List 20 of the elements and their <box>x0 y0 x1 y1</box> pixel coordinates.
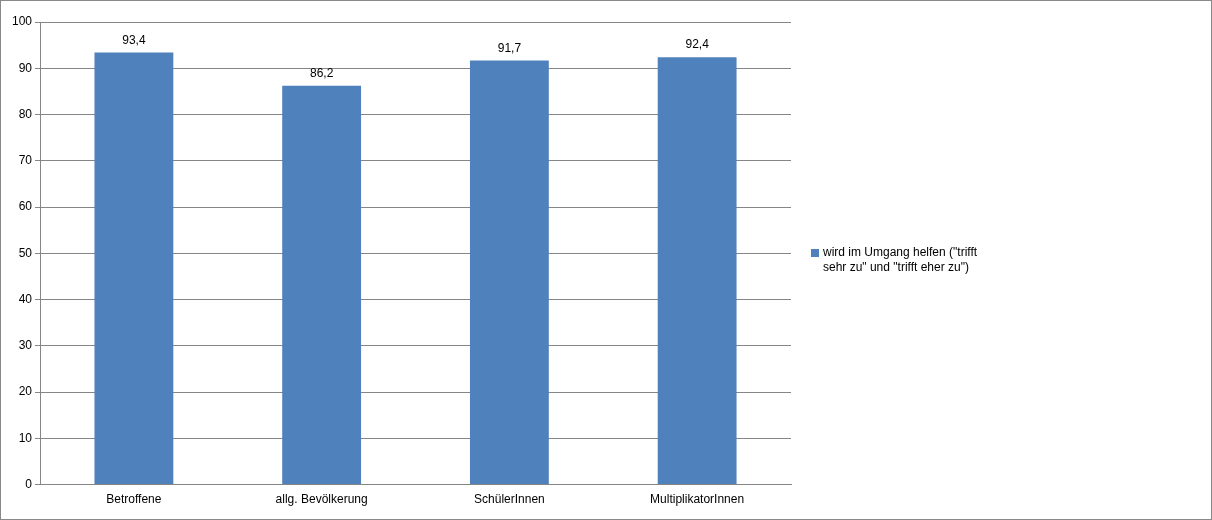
x-tick-label: MultiplikatorInnen <box>650 492 745 507</box>
y-tick-label: 20 <box>18 384 33 399</box>
y-tick-label: 30 <box>18 338 33 353</box>
y-tick-label: 50 <box>18 245 33 260</box>
y-tick-label: 70 <box>18 153 33 168</box>
y-tick-label: 10 <box>18 430 33 445</box>
legend-label: wird im Umgang helfen ("trifft sehr zu" und "trifft eher zu") <box>823 245 979 275</box>
x-tick-label: SchülerInnen <box>474 492 545 507</box>
data-label: 92,4 <box>685 37 710 52</box>
data-label: 91,7 <box>497 40 522 55</box>
y-tick-label: 100 <box>11 14 33 29</box>
y-tick-label: 0 <box>25 476 33 491</box>
data-label: 86,2 <box>309 66 334 81</box>
y-tick-label: 40 <box>18 291 33 306</box>
y-tick-label: 60 <box>18 199 33 214</box>
x-tick-label: allg. Bevölkerung <box>275 492 368 507</box>
data-label: 93,4 <box>122 32 146 47</box>
y-tick-label: 80 <box>18 106 33 121</box>
y-tick-label: 90 <box>18 60 33 75</box>
x-tick-label: Betroffene <box>106 492 162 507</box>
